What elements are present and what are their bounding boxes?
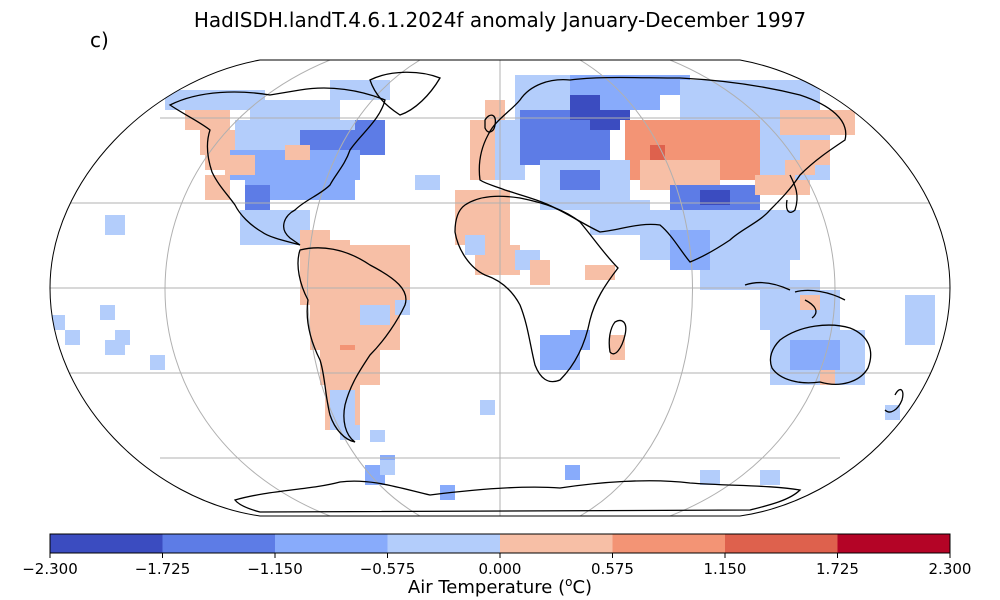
- anomaly-cell-south-america-cold-1: [340, 425, 360, 440]
- europe-coast: [478, 76, 847, 263]
- anomaly-cell-alaska-canada-nw-3: [205, 175, 230, 200]
- anomaly-cell-sub-antarctic-2: [760, 470, 780, 485]
- globe-outline: [49, 59, 951, 517]
- colorbar-swatch-3: [387, 534, 501, 553]
- anomaly-cell-russia-west-1: [590, 110, 620, 130]
- north-america-coast: [168, 87, 386, 246]
- japan-coast: [785, 174, 798, 213]
- anomaly-cell-south-america-north-0: [300, 245, 410, 305]
- south-america-coast: [297, 247, 407, 443]
- meridian-60e: [579, 60, 693, 516]
- colorbar-label-sup: o: [565, 575, 573, 589]
- chart-title: HadISDH.landT.4.6.1.2024f anomaly Januar…: [193, 8, 807, 32]
- meridian-120w: [164, 60, 331, 516]
- colorbar-tick-label-0: −2.300: [22, 560, 78, 578]
- anomaly-cell-alaska-canada-nw-0: [185, 110, 230, 130]
- colorbar-swatch-7: [837, 534, 951, 553]
- colorbar-tick-label-8: 2.300: [929, 560, 972, 578]
- colorbar-swatch-6: [725, 534, 838, 553]
- colorbar-tick-label-7: 1.725: [816, 560, 859, 578]
- anomaly-cell-canada-north-1: [250, 100, 340, 120]
- meridian-120e: [669, 60, 836, 516]
- colorbar-swatch-2: [275, 534, 388, 553]
- anomaly-cell-japan-korea-1: [790, 180, 810, 195]
- anomaly-cell-siberia-hot-0: [650, 145, 665, 160]
- madagascar-coast: [608, 319, 627, 355]
- colorbar-tick-label-4: 0.000: [479, 560, 522, 578]
- anomaly-cell-atlantic-islands-0: [415, 175, 440, 190]
- anomaly-cell-pacific-islands-4: [150, 355, 165, 370]
- graticule: [50, 60, 950, 516]
- anomaly-cell-china-deep-0: [700, 190, 730, 205]
- anomaly-cell-australia-south-warm-0: [820, 370, 835, 385]
- colorbar-swatches: [50, 534, 951, 553]
- anomaly-cell-caribbean-0: [300, 230, 330, 245]
- anomaly-cell-canada-east-1: [355, 120, 385, 135]
- anomaly-cell-middle-east-cold-0: [560, 170, 600, 190]
- colorbar-tick-label-5: 0.575: [591, 560, 634, 578]
- nz-coast: [884, 388, 904, 413]
- anomaly-cell-pacific-islands-3: [115, 330, 130, 345]
- meridian-60w: [307, 60, 421, 516]
- anomaly-cell-antarctica-2: [565, 465, 580, 480]
- colorbar-swatch-1: [162, 534, 276, 553]
- anomaly-cell-japan-korea-0: [755, 175, 795, 195]
- coastlines: [168, 71, 904, 513]
- anomaly-cell-canada-north-2: [330, 80, 390, 100]
- anomaly-cell-canada-north-0: [165, 90, 265, 110]
- panel-label: c): [90, 28, 109, 52]
- anomaly-cell-australia-core-0: [790, 340, 840, 370]
- anomaly-cell-south-africa-1: [570, 330, 590, 350]
- colorbar-ticks: −2.300 −1.725 −1.150 −0.575 0.000 0.575 1.150 1…: [22, 553, 971, 578]
- uk-coast: [484, 114, 496, 133]
- indonesia-coast: [744, 281, 846, 319]
- anomaly-cell-usa-west-0: [245, 185, 270, 210]
- anomaly-cell-usa-north-1: [285, 145, 310, 160]
- anomaly-cell-pacific-islands-6: [100, 305, 115, 320]
- colorbar-label: Air Temperature (oC): [0, 575, 1000, 598]
- anomaly-cell-sub-antarctic-1: [700, 470, 720, 485]
- anomaly-cell-pacific-islands-5: [105, 215, 125, 235]
- anomaly-cell-brazil-east-cool-0: [360, 305, 390, 325]
- africa-coast: [454, 195, 619, 383]
- greenland-coast: [369, 71, 441, 116]
- colorbar-swatch-4: [500, 534, 613, 553]
- anomaly-cell-south-america-cold-2: [370, 430, 385, 442]
- anomaly-cell-africa-east-warm-1: [530, 260, 550, 285]
- colorbar-label-prefix: Air Temperature (: [407, 577, 566, 598]
- antarctica-coast: [233, 480, 802, 513]
- anomaly-cell-atlantic-islands-2: [395, 300, 410, 315]
- australia-coast: [769, 324, 872, 385]
- colorbar-tick-label-1: −1.725: [135, 560, 191, 578]
- colorbar-swatch-0: [50, 534, 163, 553]
- anomaly-cell-atlantic-islands-1: [480, 400, 495, 415]
- anomaly-cell-pacific-islands-1: [65, 330, 80, 345]
- anomaly-cell-africa-east-warm-0: [585, 265, 615, 280]
- anomaly-cell-usa-north-0: [225, 155, 255, 175]
- colorbar-tick-label-6: 1.150: [704, 560, 747, 578]
- colorbar-label-suffix: C): [572, 577, 593, 598]
- colorbar-tick-label-2: −1.150: [247, 560, 303, 578]
- anomaly-cell-africa-west-cool-0: [465, 235, 485, 255]
- anomaly-cell-sub-antarctic-0: [380, 460, 395, 475]
- colorbar-swatch-5: [612, 534, 726, 553]
- anomaly-cell-se-asia-1: [700, 250, 790, 290]
- anomaly-cell-nz-pacific-1: [905, 295, 935, 345]
- colorbar-tick-label-3: −0.575: [360, 560, 416, 578]
- anomaly-cell-russia-north-0: [570, 75, 690, 95]
